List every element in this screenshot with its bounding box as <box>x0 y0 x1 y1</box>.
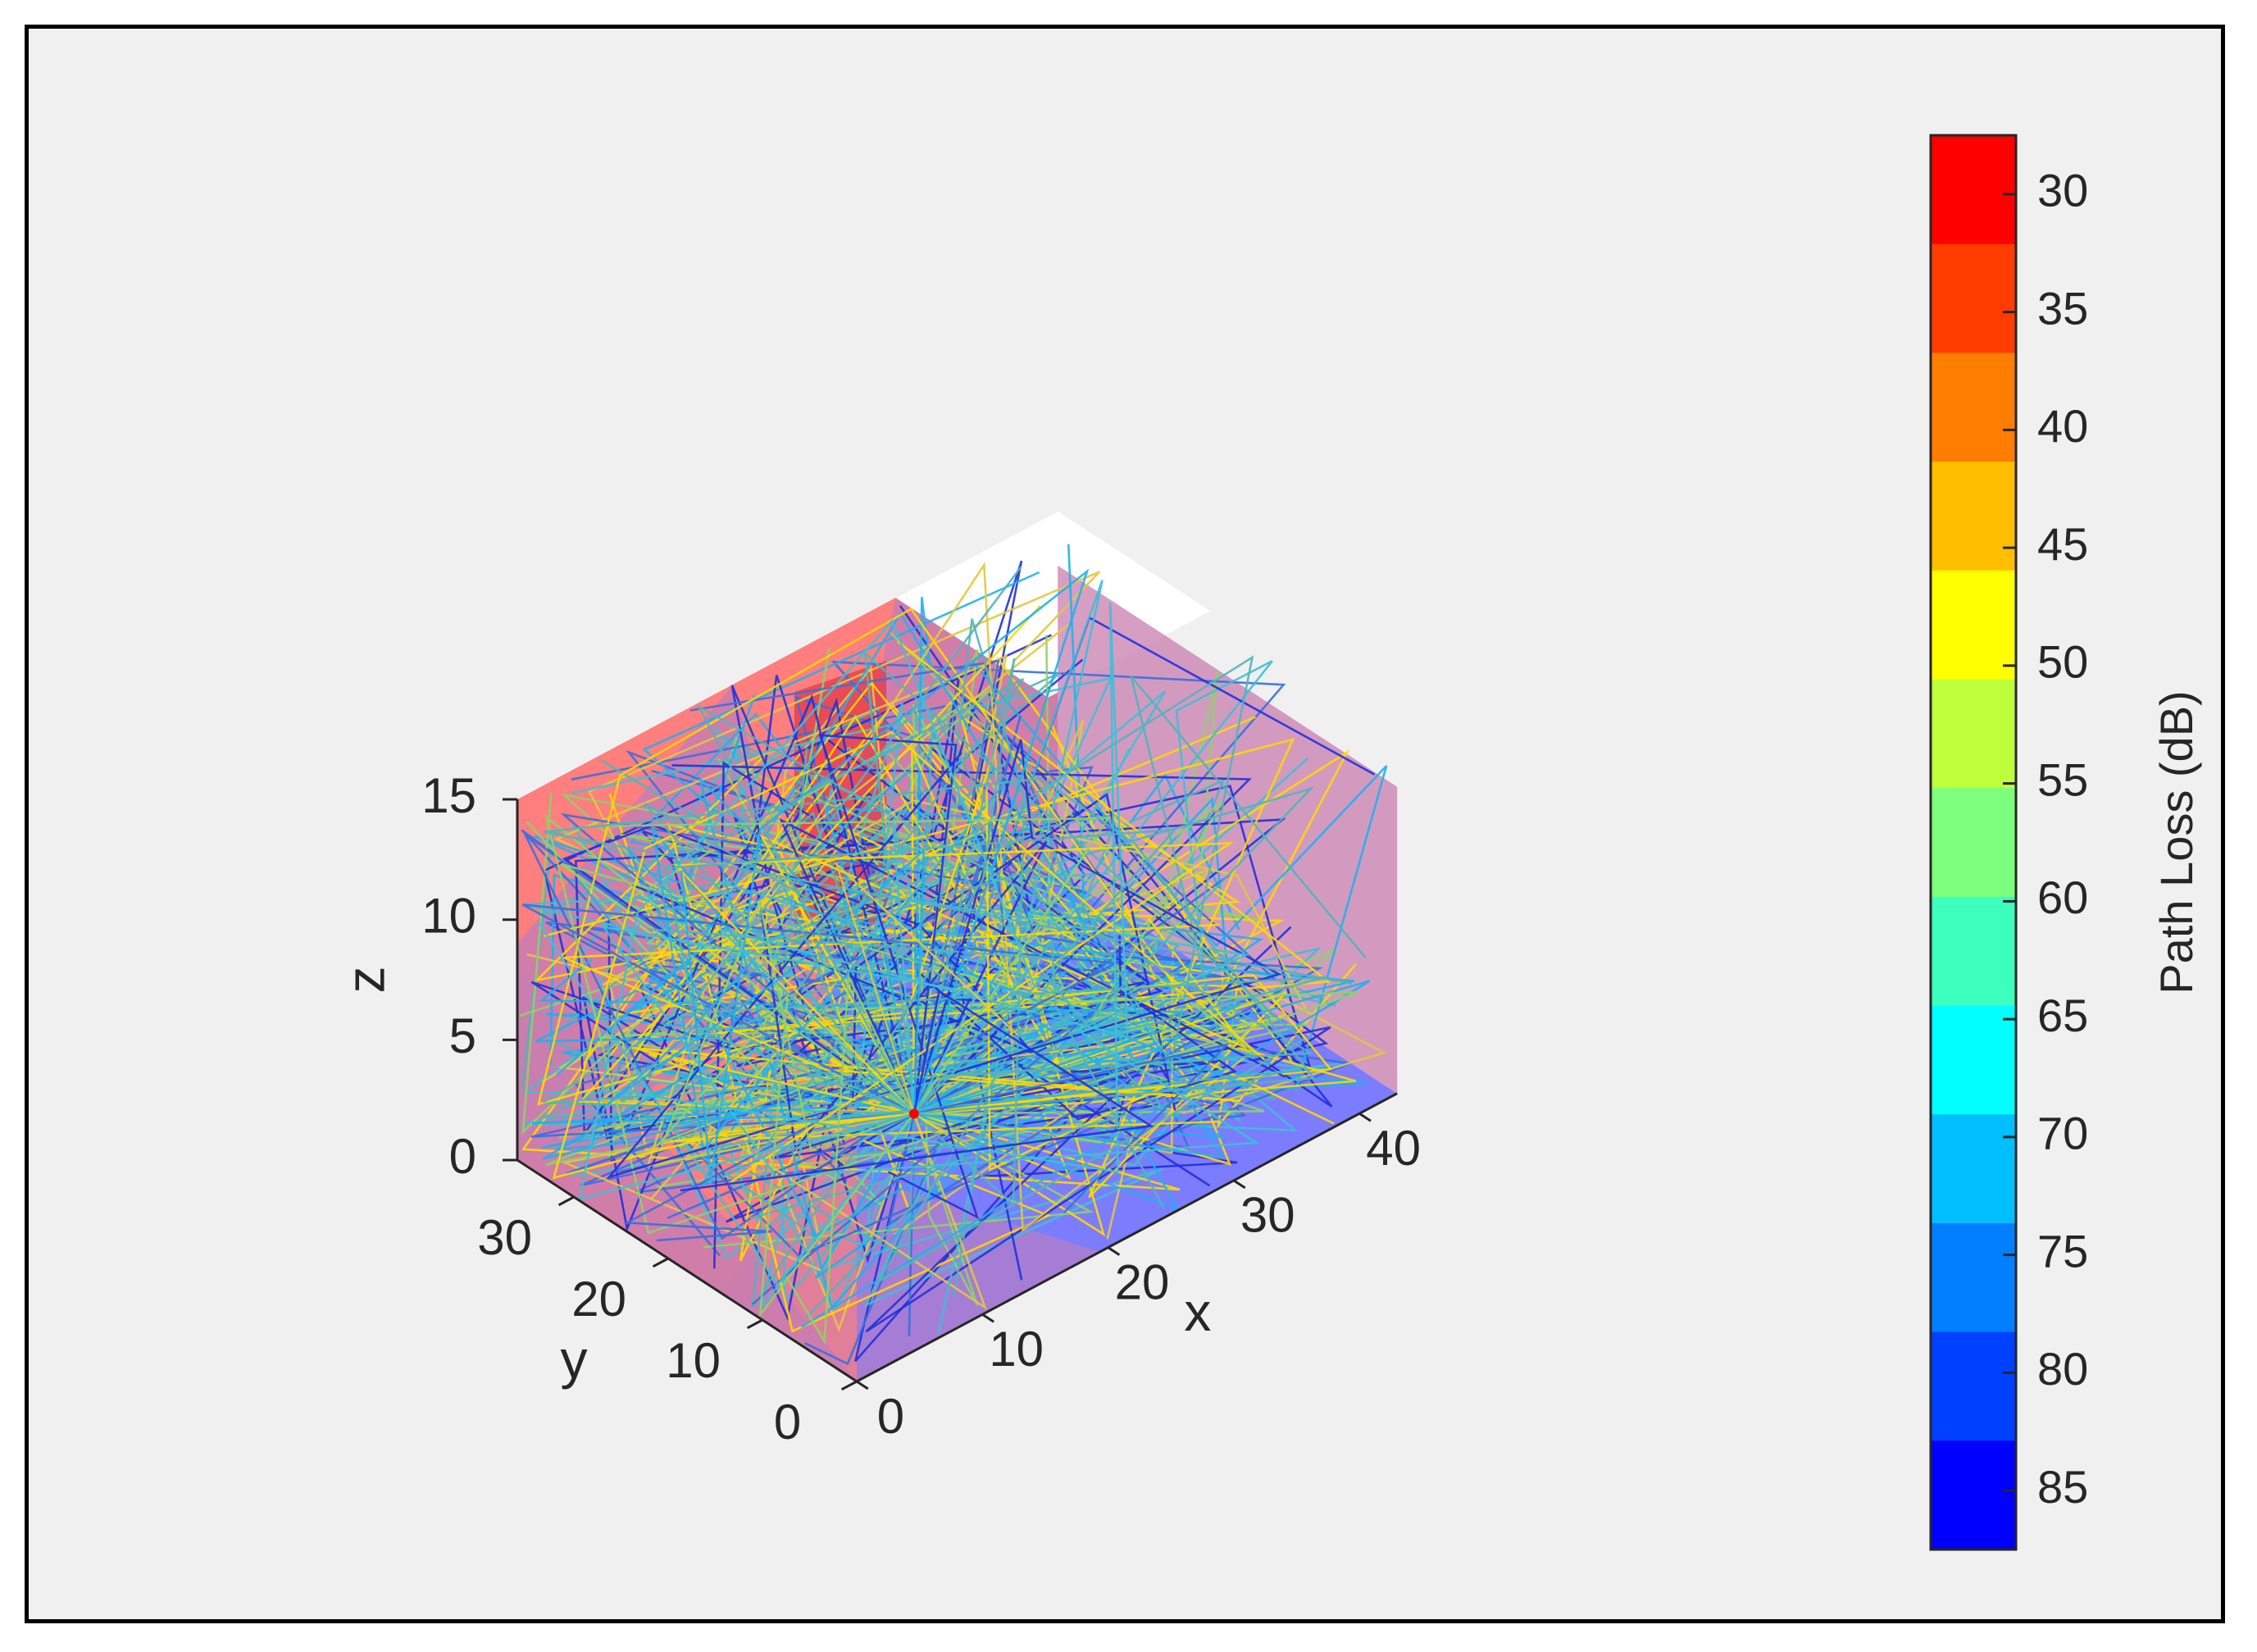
y-tick <box>840 1380 858 1391</box>
z-tick-label: 15 <box>421 768 476 823</box>
x-tick-label: 30 <box>1240 1188 1295 1243</box>
ray-path <box>664 566 1178 1115</box>
ray-path <box>912 708 1167 1117</box>
z-axis-label: z <box>334 967 395 994</box>
colorbar-tick-label: 80 <box>2037 1343 2088 1395</box>
colorbar-band <box>1931 679 2016 789</box>
ray-path <box>626 714 1106 1237</box>
x-tick-label: 40 <box>1366 1121 1421 1176</box>
ray-path <box>785 972 916 1345</box>
y-tick-label: 20 <box>571 1272 626 1327</box>
ray-path <box>608 623 1069 1152</box>
colorbar-band <box>1931 135 2016 245</box>
colorbar-band <box>1931 1222 2016 1333</box>
colorbar-tick-label: 30 <box>2037 165 2088 216</box>
ray-path <box>607 847 926 1114</box>
ray-path <box>818 734 980 1219</box>
colorbar-tick-label: 75 <box>2037 1225 2088 1277</box>
y-tick-label: 10 <box>666 1333 721 1388</box>
colorbar-tick-label: 70 <box>2037 1108 2088 1159</box>
ray-path <box>524 833 1231 1240</box>
ray-path <box>800 980 1371 1328</box>
ray-path <box>544 737 1295 1199</box>
ray-path <box>644 802 976 1115</box>
colorbar-band <box>1931 896 2016 1007</box>
ray-path <box>552 730 1266 1180</box>
colorbar-band <box>1931 243 2016 353</box>
x-tick <box>981 1313 994 1323</box>
ray-path <box>912 703 1081 1306</box>
colorbar-tick-label: 55 <box>2037 753 2088 805</box>
x-tick-label: 0 <box>877 1389 904 1444</box>
ray-path <box>670 1113 1220 1143</box>
ray-path <box>913 955 1357 1115</box>
colorbar-tick-label: 40 <box>2037 400 2088 452</box>
ray-path <box>578 618 1036 1200</box>
z-tick-label: 5 <box>449 1008 476 1063</box>
chart-scene: 0 10 20 30 40 x 0 10 20 30 y 0 5 10 15 z 30 35 40 45 50 55 60… <box>334 134 2202 1551</box>
ray-path <box>912 660 1273 1115</box>
colorbar-label: Path Loss (dB) <box>2150 690 2202 994</box>
ray-path <box>892 821 1250 1114</box>
y-tick <box>557 1195 575 1207</box>
ray-path <box>648 716 1256 1333</box>
colorbar-tick-label: 45 <box>2037 518 2088 570</box>
y-tick-label: 0 <box>774 1395 801 1449</box>
colorbar-tick-label: 85 <box>2037 1461 2088 1513</box>
ray-path <box>544 813 1358 1235</box>
y-tick <box>652 1257 669 1268</box>
y-axis-label: y <box>561 1329 588 1390</box>
colorbar-band <box>1931 1440 2016 1550</box>
y-tick <box>746 1318 763 1330</box>
ray-path <box>563 923 1240 1115</box>
ray-path <box>759 840 1048 1152</box>
y-tick-label: 30 <box>477 1210 532 1265</box>
colorbar-tick-label: 65 <box>2037 990 2088 1041</box>
z-tick-label: 0 <box>449 1129 476 1184</box>
x-tick <box>856 1380 869 1390</box>
ray-path <box>688 976 1326 1220</box>
x-axis-line <box>856 1092 1398 1383</box>
ray-path <box>721 618 1315 1318</box>
x-axis-label: x <box>1184 1281 1211 1342</box>
ray-path <box>575 807 1286 1138</box>
ray-path <box>834 860 1019 1114</box>
colorbar-frame <box>1929 134 2018 1551</box>
colorbar-band <box>1931 788 2016 898</box>
colorbar-tick-label: 60 <box>2037 872 2088 923</box>
ray-path <box>656 992 915 1319</box>
x-tick-label: 20 <box>1115 1254 1170 1309</box>
z-tick-label: 10 <box>421 889 476 944</box>
ray-path <box>601 925 1260 1178</box>
colorbar-band <box>1931 1005 2016 1115</box>
x-tick-label: 10 <box>989 1322 1044 1377</box>
ray-path <box>753 867 1155 1162</box>
colorbar-band <box>1931 570 2016 680</box>
ray-path <box>680 989 1154 1192</box>
ray-path <box>646 562 1248 1232</box>
x-tick <box>1358 1112 1372 1122</box>
colorbar-tick-label: 50 <box>2037 636 2088 688</box>
ray-path <box>539 958 1186 1160</box>
colorbar-band <box>1931 353 2016 462</box>
ray-path <box>779 658 1016 1114</box>
ray-path <box>912 596 931 1114</box>
x-tick <box>1233 1179 1246 1190</box>
colorbar-tick-label: 35 <box>2037 282 2088 334</box>
ray-path <box>647 650 1304 1284</box>
ray-paths <box>519 544 1388 1366</box>
source-marker <box>908 1108 919 1119</box>
colorbar-band <box>1931 1331 2016 1441</box>
figure-frame: 0 10 20 30 40 x 0 10 20 30 y 0 5 10 15 z 30 35 40 45 50 55 60… <box>25 25 2225 1623</box>
ray-path <box>680 568 1090 1181</box>
ray-path <box>912 939 1165 1210</box>
x-tick <box>1107 1246 1121 1256</box>
colorbar: 30 35 40 45 50 55 60 65 70 75 80 85 Path Loss (dB) <box>1929 134 2202 1551</box>
axes: 0 10 20 30 40 x 0 10 20 30 y 0 5 10 15 z <box>334 768 1421 1449</box>
colorbar-band <box>1931 462 2016 571</box>
ray-path <box>606 739 1282 1180</box>
ray-path <box>543 777 1352 1115</box>
ray-path <box>521 903 1120 1242</box>
colorbar-band <box>1931 1114 2016 1224</box>
